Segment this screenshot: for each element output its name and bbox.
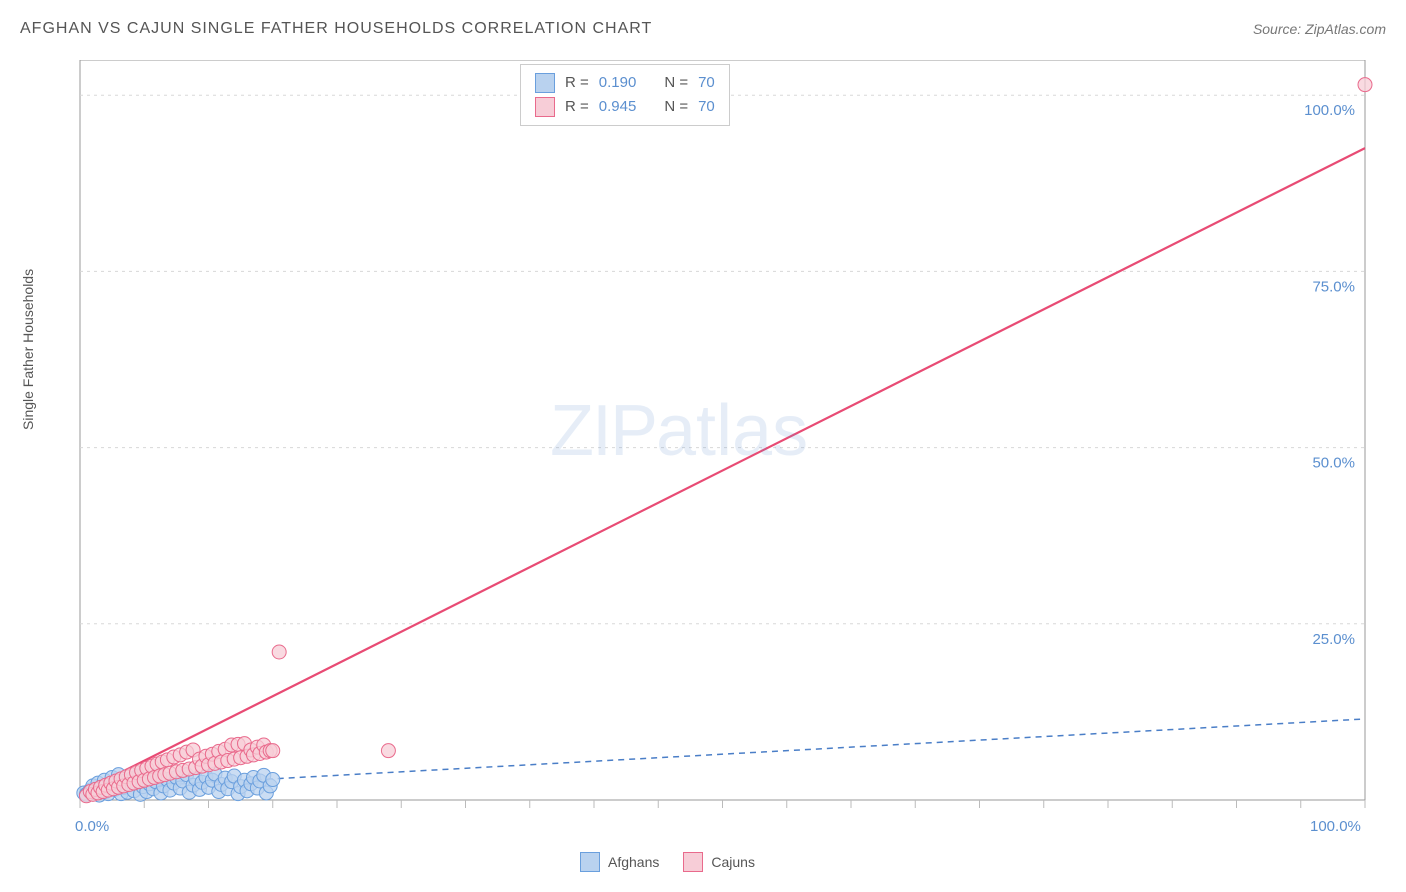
n-value: 70 (698, 95, 715, 119)
series-swatch (535, 97, 555, 117)
x-axis-min-label: 0.0% (75, 818, 109, 835)
source-attribution: Source: ZipAtlas.com (1253, 21, 1386, 37)
legend-item: Afghans (580, 852, 659, 872)
y-tick-label: 50.0% (1312, 455, 1355, 472)
data-point (381, 744, 395, 758)
scatter-plot-svg: 25.0% 50.0% 75.0% 100.0% (60, 60, 1380, 890)
legend-label: Cajuns (711, 854, 755, 870)
legend-item: Cajuns (683, 852, 755, 872)
correlation-stats-box: R = 0.190 N = 70 R = 0.945 N = 70 (520, 64, 730, 126)
y-axis-label: Single Father Households (20, 269, 36, 430)
stats-row: R = 0.945 N = 70 (535, 95, 715, 119)
data-point (266, 744, 280, 758)
legend-bottom: Afghans Cajuns (580, 852, 755, 872)
r-label: R = (565, 95, 589, 119)
legend-swatch (580, 852, 600, 872)
chart-title: AFGHAN VS CAJUN SINGLE FATHER HOUSEHOLDS… (20, 20, 652, 38)
n-value: 70 (698, 71, 715, 95)
legend-swatch (683, 852, 703, 872)
data-point (1358, 78, 1372, 92)
stats-row: R = 0.190 N = 70 (535, 71, 715, 95)
y-tick-label: 25.0% (1312, 631, 1355, 648)
y-tick-label: 75.0% (1312, 278, 1355, 295)
n-label: N = (664, 71, 688, 95)
r-value: 0.945 (599, 95, 637, 119)
data-point (266, 773, 280, 787)
chart-area: 25.0% 50.0% 75.0% 100.0% R = 0.190 N = 70 R = 0.… (60, 60, 1380, 820)
trend-line (80, 148, 1365, 793)
r-value: 0.190 (599, 71, 637, 95)
y-tick-label: 100.0% (1304, 102, 1355, 119)
series-swatch (535, 73, 555, 93)
legend-label: Afghans (608, 854, 659, 870)
n-label: N = (664, 95, 688, 119)
r-label: R = (565, 71, 589, 95)
data-point (272, 645, 286, 659)
x-axis-max-label: 100.0% (1310, 818, 1361, 835)
